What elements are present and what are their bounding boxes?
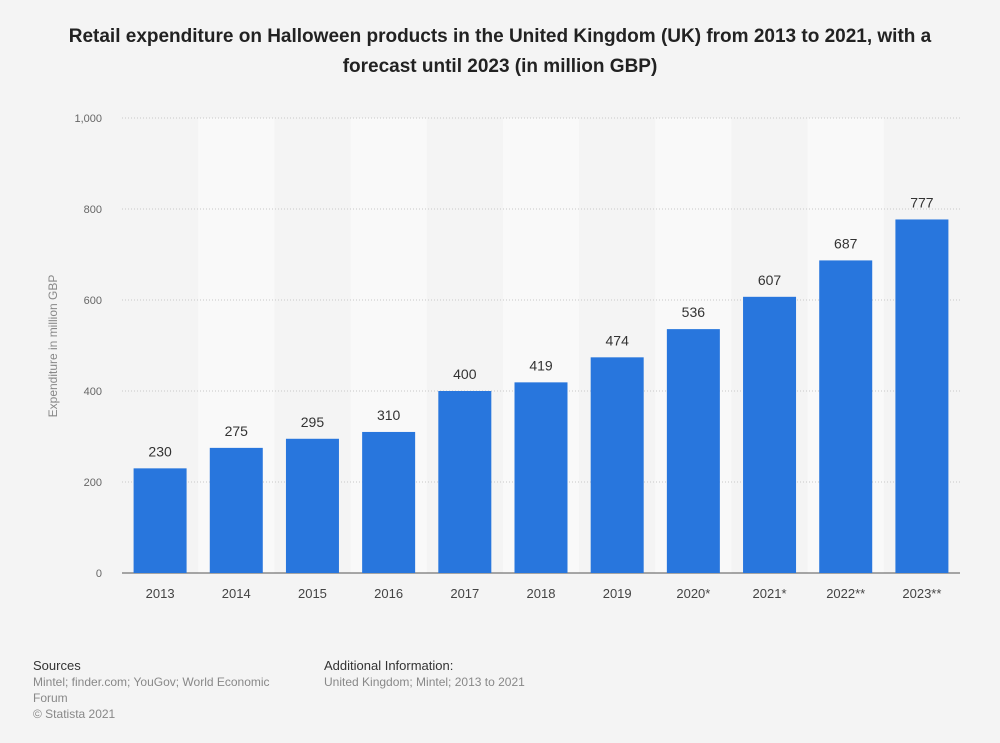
x-tick-label: 2013 bbox=[146, 586, 175, 601]
bar-2014 bbox=[209, 447, 263, 573]
y-tick-label: 600 bbox=[84, 295, 102, 307]
additional-heading: Additional Information: bbox=[324, 658, 454, 673]
data-label: 777 bbox=[910, 194, 934, 210]
x-tick-label: 2020* bbox=[676, 586, 710, 601]
bar-2016 bbox=[362, 431, 416, 573]
x-tick-label: 2016 bbox=[374, 586, 403, 601]
bar-2017 bbox=[438, 391, 492, 573]
y-tick-label: 200 bbox=[84, 477, 102, 489]
bar-2019 bbox=[590, 357, 644, 573]
bar-2021* bbox=[743, 296, 797, 573]
x-tick-label: 2015 bbox=[298, 586, 327, 601]
bar-2013 bbox=[133, 468, 187, 573]
y-tick-label: 1,000 bbox=[74, 113, 102, 125]
y-axis-label: Expenditure in million GBP bbox=[46, 275, 60, 418]
x-tick-label: 2021* bbox=[753, 586, 787, 601]
bar-2022** bbox=[819, 260, 873, 573]
data-label: 310 bbox=[377, 407, 401, 423]
data-label: 474 bbox=[606, 332, 630, 348]
bar-2023** bbox=[895, 219, 949, 573]
data-label: 275 bbox=[225, 423, 249, 439]
sources-block: Sources Mintel; finder.com; YouGov; Worl… bbox=[33, 658, 293, 722]
sources-text: Mintel; finder.com; YouGov; World Econom… bbox=[33, 675, 270, 705]
data-label: 295 bbox=[301, 414, 325, 430]
x-tick-label: 2017 bbox=[450, 586, 479, 601]
bar-2020* bbox=[666, 329, 720, 573]
x-tick-label: 2022** bbox=[826, 586, 865, 601]
data-label: 230 bbox=[148, 443, 172, 459]
bar-2018 bbox=[514, 382, 568, 573]
data-label: 400 bbox=[453, 366, 477, 382]
chart-title: Retail expenditure on Halloween products… bbox=[68, 26, 932, 77]
y-tick-label: 0 bbox=[96, 568, 102, 580]
data-label: 419 bbox=[529, 357, 553, 373]
x-tick-label: 2018 bbox=[527, 586, 556, 601]
y-tick-label: 800 bbox=[84, 204, 102, 216]
additional-info-block: Additional Information: United Kingdom; … bbox=[324, 658, 624, 690]
copyright: © Statista 2021 bbox=[33, 707, 116, 721]
data-label: 687 bbox=[834, 235, 858, 251]
y-tick-label: 400 bbox=[84, 386, 102, 398]
x-tick-label: 2019 bbox=[603, 586, 632, 601]
additional-text: United Kingdom; Mintel; 2013 to 2021 bbox=[324, 675, 525, 689]
data-label: 536 bbox=[682, 304, 706, 320]
sources-heading: Sources bbox=[33, 658, 81, 673]
x-tick-label: 2014 bbox=[222, 586, 251, 601]
bar-2015 bbox=[285, 438, 339, 573]
data-label: 607 bbox=[758, 272, 782, 288]
x-tick-label: 2023** bbox=[902, 586, 941, 601]
